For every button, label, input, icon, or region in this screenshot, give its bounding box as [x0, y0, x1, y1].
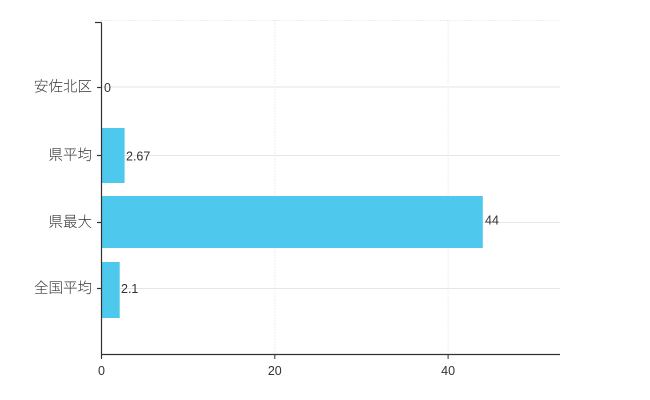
- svg-text:44: 44: [485, 214, 499, 228]
- svg-text:0: 0: [98, 364, 105, 378]
- svg-text:2.67: 2.67: [126, 150, 150, 164]
- svg-text:2.1: 2.1: [121, 282, 138, 296]
- svg-text:20: 20: [268, 364, 282, 378]
- svg-text:安佐北区: 安佐北区: [34, 76, 92, 97]
- svg-text:県最大: 県最大: [49, 211, 93, 232]
- svg-text:県平均: 県平均: [49, 144, 93, 165]
- svg-text:40: 40: [441, 364, 455, 378]
- svg-text:全国平均: 全国平均: [34, 277, 92, 298]
- svg-text:0: 0: [104, 81, 111, 95]
